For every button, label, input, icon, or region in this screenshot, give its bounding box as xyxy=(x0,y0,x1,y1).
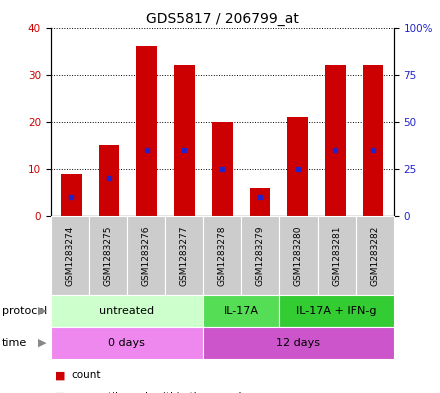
Text: time: time xyxy=(2,338,27,348)
Text: GSM1283282: GSM1283282 xyxy=(370,225,379,286)
Text: ▶: ▶ xyxy=(38,306,46,316)
Text: IL-17A + IFN-g: IL-17A + IFN-g xyxy=(297,306,377,316)
Bar xyxy=(363,65,383,216)
Text: protocol: protocol xyxy=(2,306,48,316)
Text: GSM1283277: GSM1283277 xyxy=(180,225,189,286)
Text: GSM1283276: GSM1283276 xyxy=(141,225,150,286)
Text: percentile rank within the sample: percentile rank within the sample xyxy=(72,392,248,393)
Bar xyxy=(287,117,308,216)
Bar xyxy=(99,145,119,216)
Text: count: count xyxy=(72,370,101,380)
Bar xyxy=(212,122,233,216)
Bar xyxy=(136,46,157,216)
Text: GSM1283280: GSM1283280 xyxy=(294,225,303,286)
Text: ■: ■ xyxy=(55,370,66,380)
Bar xyxy=(174,65,195,216)
Text: 0 days: 0 days xyxy=(108,338,145,348)
Text: GSM1283278: GSM1283278 xyxy=(218,225,227,286)
Text: GSM1283275: GSM1283275 xyxy=(103,225,112,286)
Text: untreated: untreated xyxy=(99,306,154,316)
Text: GSM1283279: GSM1283279 xyxy=(256,225,265,286)
Bar xyxy=(325,65,346,216)
Bar xyxy=(249,188,270,216)
Title: GDS5817 / 206799_at: GDS5817 / 206799_at xyxy=(146,13,299,26)
Text: IL-17A: IL-17A xyxy=(224,306,259,316)
Text: 12 days: 12 days xyxy=(276,338,320,348)
Text: GSM1283274: GSM1283274 xyxy=(65,225,74,286)
Text: GSM1283281: GSM1283281 xyxy=(332,225,341,286)
Text: ■: ■ xyxy=(55,392,66,393)
Text: ▶: ▶ xyxy=(38,338,46,348)
Bar xyxy=(61,174,82,216)
